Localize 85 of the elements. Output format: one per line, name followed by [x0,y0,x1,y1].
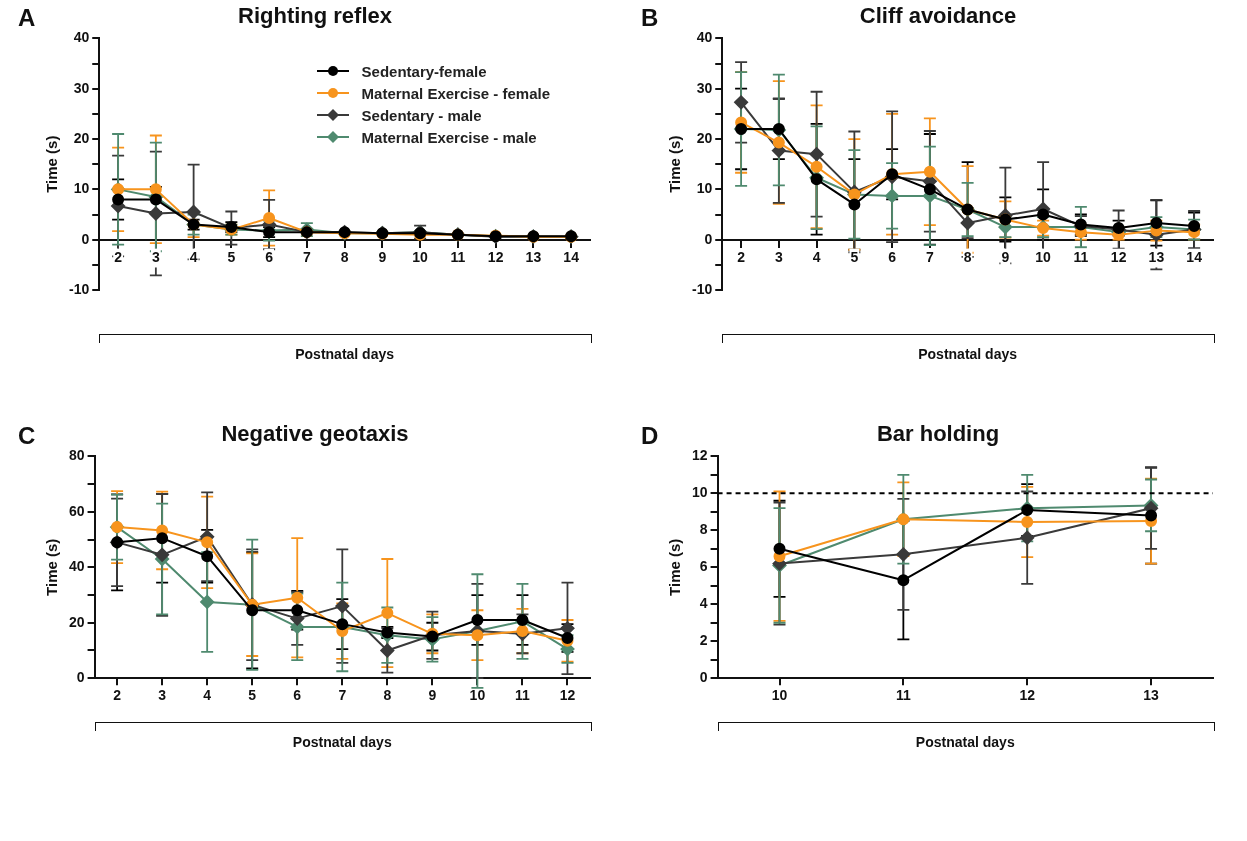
x-tick-label: 5 [248,687,257,704]
x-tick-label: 10 [469,687,486,704]
y-tick-label: 80 [68,447,85,464]
x-tick-label: 11 [895,687,911,704]
text: A [18,4,36,32]
x-tick-label: 9 [428,687,437,704]
x-tick-label: 4 [189,248,198,265]
y-tick-label: 20 [73,129,90,146]
x-tick-label: 2 [114,248,123,265]
x-tick-label: 11 [515,687,531,704]
chart-title: Righting reflex [237,3,393,29]
y-tick-label: 0 [76,669,85,686]
legend-label: Maternal Exercise - female [361,84,550,102]
y-tick-label: 20 [696,129,713,146]
x-tick-label: 8 [340,248,349,265]
x-tick-label: 7 [925,248,934,265]
y-tick-label: 10 [73,180,90,197]
x-tick-label: 12 [559,687,576,704]
y-tick-label: 10 [691,484,708,501]
y-axis-title: Time (s) [43,538,61,596]
chart-title: Negative geotaxis [221,421,409,447]
x-tick-label: 10 [412,248,429,265]
x-tick-label: 10 [771,687,788,704]
y-axis-title: Time (s) [666,135,684,193]
chart-title: Bar holding [876,421,1000,447]
x-tick-label: 8 [383,687,392,704]
x-tick-label: 12 [1019,687,1036,704]
x-tick-label: 7 [302,248,311,265]
x-tick-label: 12 [487,248,504,265]
y-tick-label: 40 [696,29,713,46]
x-tick-label: 6 [265,248,274,265]
text: C [18,422,36,450]
x-tick-label: 9 [1001,248,1010,265]
y-tick-label: 0 [81,230,90,247]
x-tick-label: 5 [227,248,236,265]
x-tick-label: 2 [737,248,746,265]
x-tick-label: 14 [563,248,580,265]
y-tick-label: 40 [73,29,90,46]
x-tick-label: 11 [1073,248,1089,265]
x-tick-label: 2 [113,687,122,704]
x-tick-label: 11 [450,248,466,265]
x-tick-label: 13 [525,248,542,265]
x-tick-label: 10 [1035,248,1052,265]
x-axis-title: Postnatal days [294,345,396,362]
x-tick-label: 7 [338,687,347,704]
x-tick-label: 9 [378,248,387,265]
x-tick-label: 4 [203,687,212,704]
y-tick-label: 8 [699,521,708,538]
y-axis-title: Time (s) [666,538,684,596]
y-axis-title: Time (s) [43,135,61,193]
text: B [641,4,659,32]
x-tick-label: 6 [888,248,897,265]
legend-label: Sedentary-female [361,62,487,80]
y-tick-label: 4 [699,595,708,612]
y-tick-label: 60 [68,502,85,519]
x-tick-label: 13 [1143,687,1160,704]
x-tick-label: 14 [1186,248,1203,265]
x-tick-label: 13 [1148,248,1165,265]
y-tick-label: -10 [69,280,90,297]
y-tick-label: 12 [691,447,708,464]
x-tick-label: 3 [151,248,160,265]
y-tick-label: 10 [696,180,713,197]
y-tick-label: 30 [696,79,713,96]
y-tick-label: 40 [68,558,85,575]
y-tick-label: 30 [73,79,90,96]
y-tick-label: 0 [704,230,713,247]
x-axis-title: Postnatal days [917,345,1019,362]
x-tick-label: 3 [158,687,167,704]
text: D [641,422,659,450]
legend-label: Sedentary - male [361,106,482,124]
x-axis-title: Postnatal days [291,734,393,750]
x-tick-label: 4 [812,248,821,265]
legend-label: Maternal Exercise - male [361,128,537,146]
y-tick-label: 20 [68,613,85,630]
x-tick-label: 3 [774,248,783,265]
y-tick-label: 2 [699,632,708,649]
x-tick-label: 8 [963,248,972,265]
x-tick-label: 12 [1110,248,1127,265]
x-tick-label: 6 [293,687,302,704]
chart-title: Cliff avoidance [859,3,1017,29]
x-tick-label: 5 [850,248,859,265]
y-tick-label: -10 [692,280,713,297]
y-tick-label: 0 [699,669,708,686]
x-axis-title: Postnatal days [914,734,1016,750]
y-tick-label: 6 [699,558,708,575]
